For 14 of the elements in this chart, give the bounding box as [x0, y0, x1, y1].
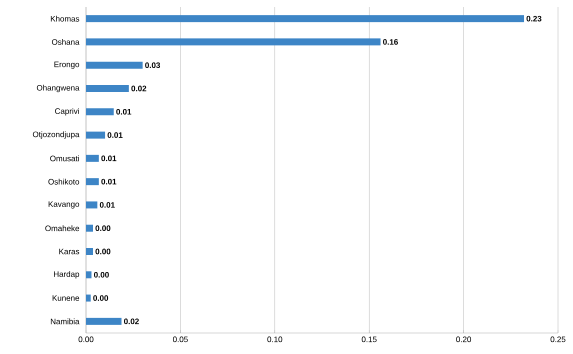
bar [86, 154, 99, 162]
bar [86, 294, 91, 302]
bar [86, 178, 99, 186]
bar [86, 38, 381, 46]
bar [86, 85, 129, 92]
bar [86, 62, 143, 69]
bar [86, 201, 98, 208]
bar [86, 108, 114, 116]
bar [86, 318, 122, 325]
bar [86, 271, 92, 278]
bar [86, 248, 93, 256]
bar [86, 132, 106, 139]
bar [86, 15, 524, 22]
bar [86, 224, 93, 232]
